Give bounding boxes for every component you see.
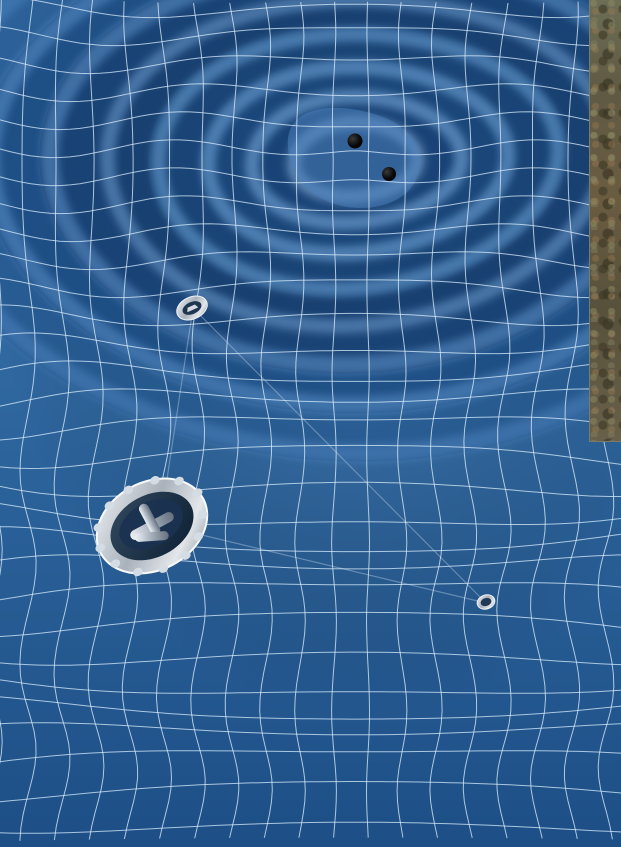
grid-line-horizontal xyxy=(0,167,621,187)
grid-line-horizontal xyxy=(0,251,621,271)
inset-photo-texture xyxy=(590,0,621,441)
grid-line-vertical xyxy=(259,2,273,838)
grid-line-horizontal xyxy=(0,503,621,525)
inset-photo xyxy=(589,0,621,442)
grid-line-horizontal xyxy=(0,582,621,601)
grid-line-vertical xyxy=(121,1,139,840)
grid-line-vertical xyxy=(563,1,581,840)
grid-line-horizontal xyxy=(0,83,621,103)
grid-line-vertical xyxy=(365,1,371,838)
grid-line-horizontal xyxy=(0,195,621,215)
grid-line-vertical xyxy=(19,0,37,841)
ripple-band-highlight xyxy=(0,0,621,415)
grid-line-horizontal xyxy=(0,679,621,694)
grid-line-vertical xyxy=(87,0,105,840)
grid-line-horizontal xyxy=(0,277,621,299)
ripple-band-highlight xyxy=(40,0,621,375)
grid-line-horizontal xyxy=(0,526,621,553)
grid-line-horizontal xyxy=(0,223,621,243)
grid-line-vertical xyxy=(294,2,306,838)
black-hole-lower xyxy=(382,167,396,181)
grid-line-horizontal xyxy=(0,781,621,803)
spacecraft-large xyxy=(93,476,209,577)
ripple-band-highlight xyxy=(150,26,566,297)
grid-line-horizontal xyxy=(0,611,621,638)
laser-link-top-right xyxy=(192,307,487,604)
grid-line-horizontal xyxy=(0,139,621,159)
grid-line-horizontal xyxy=(0,26,621,47)
grid-line-horizontal xyxy=(0,554,621,570)
black-hole-upper xyxy=(347,133,363,149)
grid-line-horizontal xyxy=(0,750,621,763)
grid-line-horizontal xyxy=(0,304,621,327)
spacecraft-right xyxy=(476,594,496,610)
grid-line-horizontal xyxy=(0,55,621,75)
grid-line-horizontal xyxy=(0,481,621,497)
grid-line-horizontal xyxy=(0,722,621,736)
grid-line-horizontal xyxy=(0,332,621,355)
center-well xyxy=(287,107,421,209)
ripple-band-highlight xyxy=(0,0,621,463)
black-holes xyxy=(347,133,396,181)
grid-line-horizontal xyxy=(0,416,621,441)
grid-line-horizontal xyxy=(0,696,621,720)
grid-line-horizontal xyxy=(0,651,621,666)
ripple-band-highlight xyxy=(200,59,516,262)
grid-line-horizontal xyxy=(0,111,621,131)
grid-line-horizontal xyxy=(29,0,621,19)
grid-line-vertical xyxy=(429,2,443,838)
grid-line-horizontal xyxy=(0,821,621,834)
laser-link-bottom xyxy=(159,524,487,604)
ripple-band-highlight xyxy=(99,0,616,334)
grid-line-vertical xyxy=(331,1,337,838)
grid-line-horizontal xyxy=(0,444,621,470)
spacecraft-top xyxy=(176,295,208,321)
grid-line-horizontal xyxy=(0,388,621,407)
grid-line-horizontal xyxy=(0,360,621,382)
grid-line-vertical xyxy=(396,1,408,838)
